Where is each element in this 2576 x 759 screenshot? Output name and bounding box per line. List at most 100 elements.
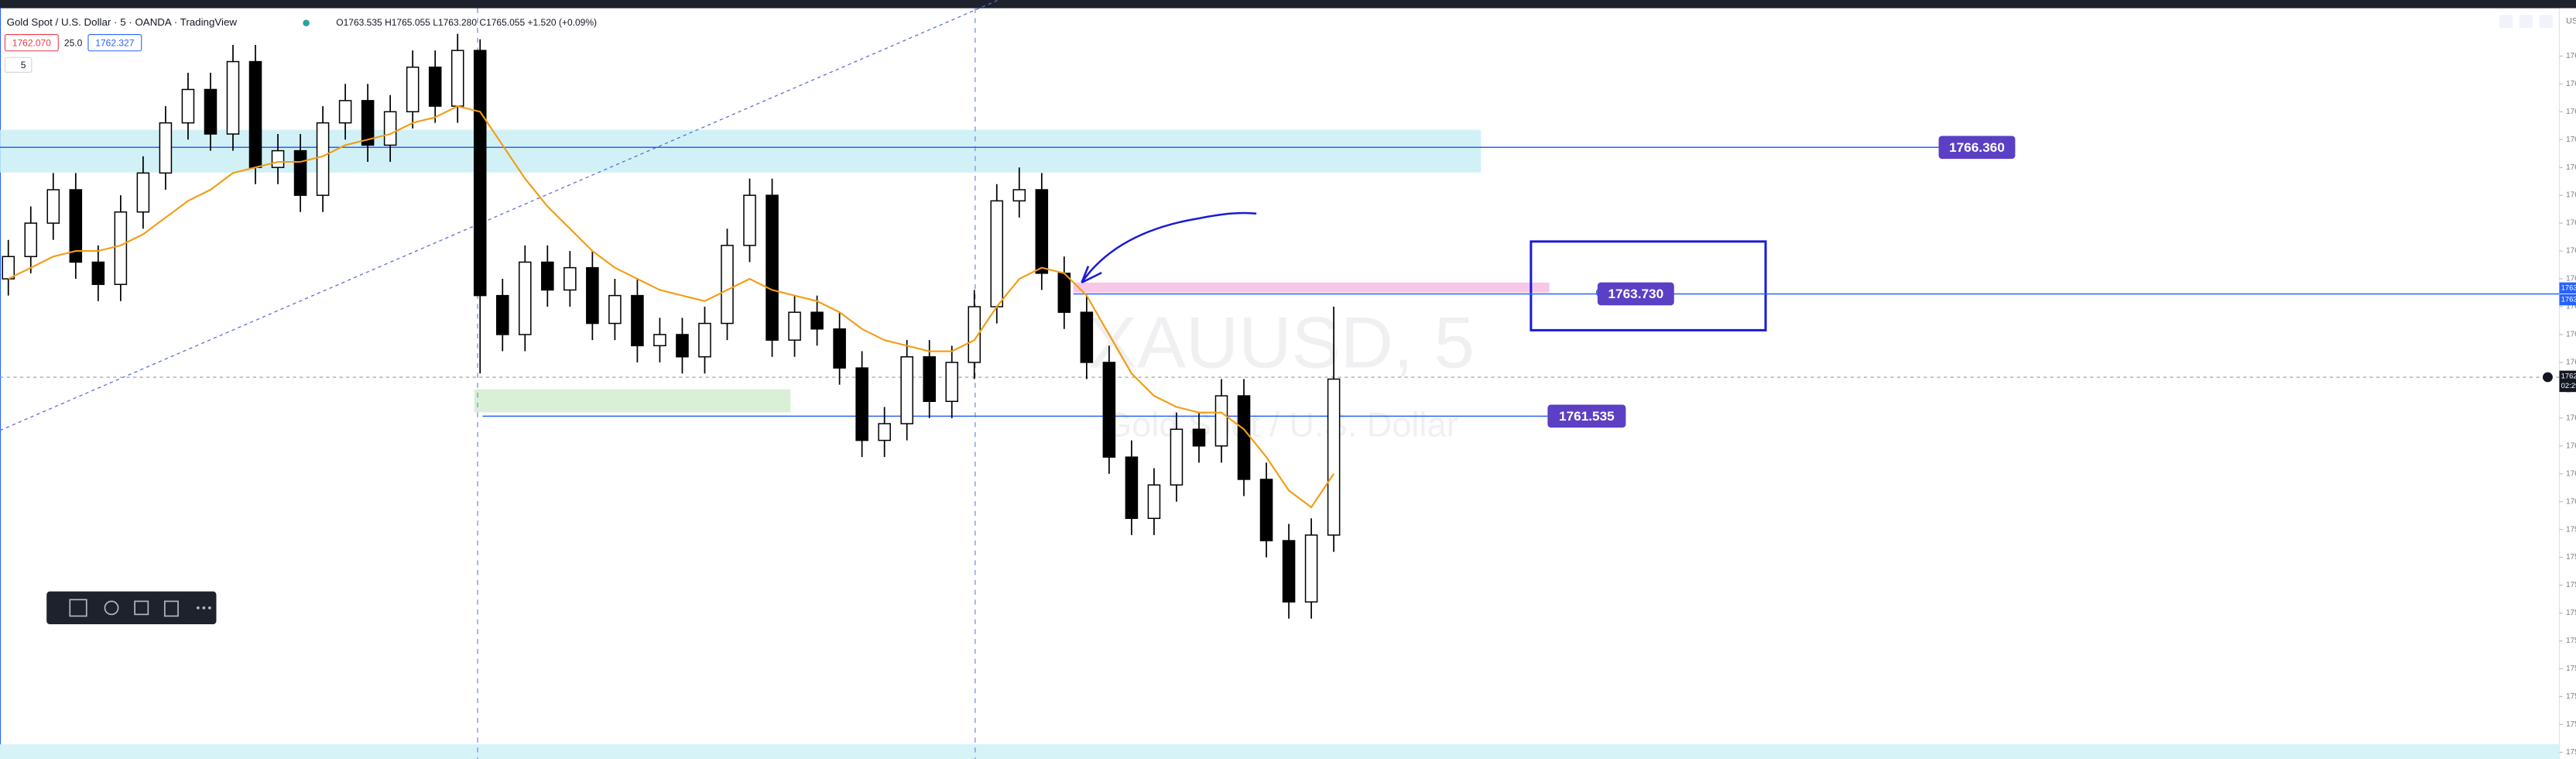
interval-pill[interactable] [4,57,33,73]
y-tick-label: 1765.500 [2566,191,2576,200]
candle-body [1192,428,1206,447]
currency: USD [2566,16,2576,26]
candle-body [878,423,891,441]
candle-body [1304,534,1318,603]
level-axis-tag: 1763.730 [2561,283,2576,291]
price-marker [2543,372,2553,383]
y-tick-label: 1761.000 [2566,441,2576,450]
candle-body [1327,378,1341,536]
candle-body [810,311,824,330]
status-dot [303,19,310,26]
tool-icon[interactable] [104,600,119,616]
candle-body [226,60,240,135]
y-tick-label: 1760.000 [2566,497,2576,506]
candle-body [1259,479,1273,541]
hand-arrow-head [1081,266,1102,283]
candle-body [608,294,622,325]
y-tick-label: 1756.000 [2566,720,2576,729]
candle-body [1147,484,1161,520]
y-tick-label: 1756.500 [2566,692,2576,701]
countdown: 02:29 [2561,381,2576,390]
buy-box[interactable] [87,34,142,52]
level-label-box [1547,404,1626,428]
toolbar-bg [46,591,217,625]
hand-arrow [1081,211,1257,283]
candle-body [519,261,532,335]
sell-price[interactable]: 1762.070 [12,37,51,48]
candle-body [788,311,801,341]
buy-price[interactable]: 1762.327 [95,37,134,48]
level-label: 1763.730 [1608,287,1663,301]
candle-body [1102,362,1116,458]
y-tick-label: 1764.000 [2566,275,2576,283]
tool-icon[interactable] [163,600,179,617]
candle-body [361,100,375,146]
toolbar-button[interactable] [2539,15,2553,29]
drawings [0,0,1767,759]
candle-body [631,294,644,347]
toolbar-button[interactable] [2519,15,2533,29]
candle-body [91,261,105,285]
y-tick-label: 1767.500 [2566,80,2576,88]
candle-body [564,266,577,291]
bottom-zone [0,744,2560,759]
candle-body [833,328,846,369]
candle-body [923,355,936,403]
watermark-subtitle: Gold Spot / U.S. Dollar [1105,405,1458,445]
sell-box[interactable] [4,34,59,52]
level-axis-tag-bg [2559,294,2576,306]
toolbar-button[interactable] [2499,15,2513,29]
tool-icon[interactable] [196,606,200,610]
y-tick-label: 1760.500 [2566,469,2576,478]
candle-body [653,334,666,347]
y-tick-label: 1757.500 [2566,637,2576,645]
tool-icon[interactable] [207,606,211,610]
candle-body [2,256,15,280]
candle-body [69,189,83,263]
candle-body [181,88,195,124]
candle-body [1237,395,1251,480]
candle-body [495,294,509,335]
y-tick-label: 1755.500 [2566,748,2576,757]
candle-body [541,261,554,291]
candle-body [698,322,711,358]
y-tick-label: 1757.000 [2566,665,2576,673]
candle-body [406,66,420,113]
support-zone [474,389,791,413]
y-tick-label: 1766.000 [2566,163,2576,172]
candle-body [676,334,689,358]
tool-icon[interactable] [202,606,206,610]
y-tick-label: 1765.000 [2566,219,2576,228]
candle-body [338,100,352,124]
candle-body [1170,428,1184,486]
candle-body [159,122,173,174]
resistance-zone [0,129,1482,173]
candle-body [1012,189,1026,202]
candle-body [990,200,1004,307]
candle-body [383,111,397,146]
tool-icon[interactable] [134,600,149,616]
candle-body [136,172,150,213]
level-label: 1761.535 [1559,409,1615,424]
y-tick-label: 1768.000 [2566,52,2576,60]
interval[interactable]: 5 [21,60,26,70]
chart-title: Gold Spot / U.S. Dollar · 5 · OANDA · Tr… [7,16,238,28]
candle-body [968,306,981,363]
y-tick-label: 1763.500 [2566,303,2576,311]
level-axis-tag-bg [2559,282,2576,294]
candle-body [271,149,285,168]
candle-body [248,60,262,168]
pink-zone [1073,282,1550,293]
candle-body [473,50,487,297]
candle-body [1080,311,1094,363]
y-tick-label: 1767.000 [2566,108,2576,116]
last-price-tag-bg [2559,370,2576,393]
last-price-tag: 1762.234 [2561,372,2576,380]
candle-body [316,122,330,196]
level-axis-tag: 1763.730 [2561,295,2576,304]
candle-body [114,211,128,285]
tool-icon[interactable] [69,599,87,617]
candle-body [586,266,599,325]
candle-body [24,222,38,258]
